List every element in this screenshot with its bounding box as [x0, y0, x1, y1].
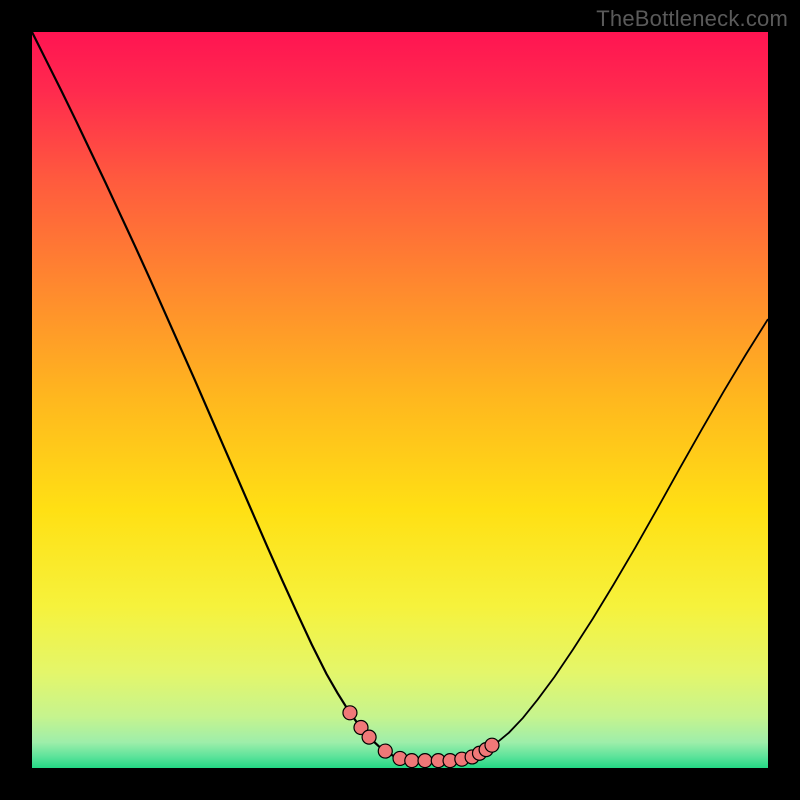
data-marker — [362, 730, 376, 744]
bottleneck-curve-chart — [32, 32, 768, 768]
chart-frame: TheBottleneck.com — [0, 0, 800, 800]
data-marker — [405, 754, 419, 768]
data-marker — [485, 738, 499, 752]
chart-background — [32, 32, 768, 768]
data-marker — [418, 754, 432, 768]
watermark-text: TheBottleneck.com — [596, 6, 788, 32]
data-marker — [343, 706, 357, 720]
data-marker — [378, 744, 392, 758]
